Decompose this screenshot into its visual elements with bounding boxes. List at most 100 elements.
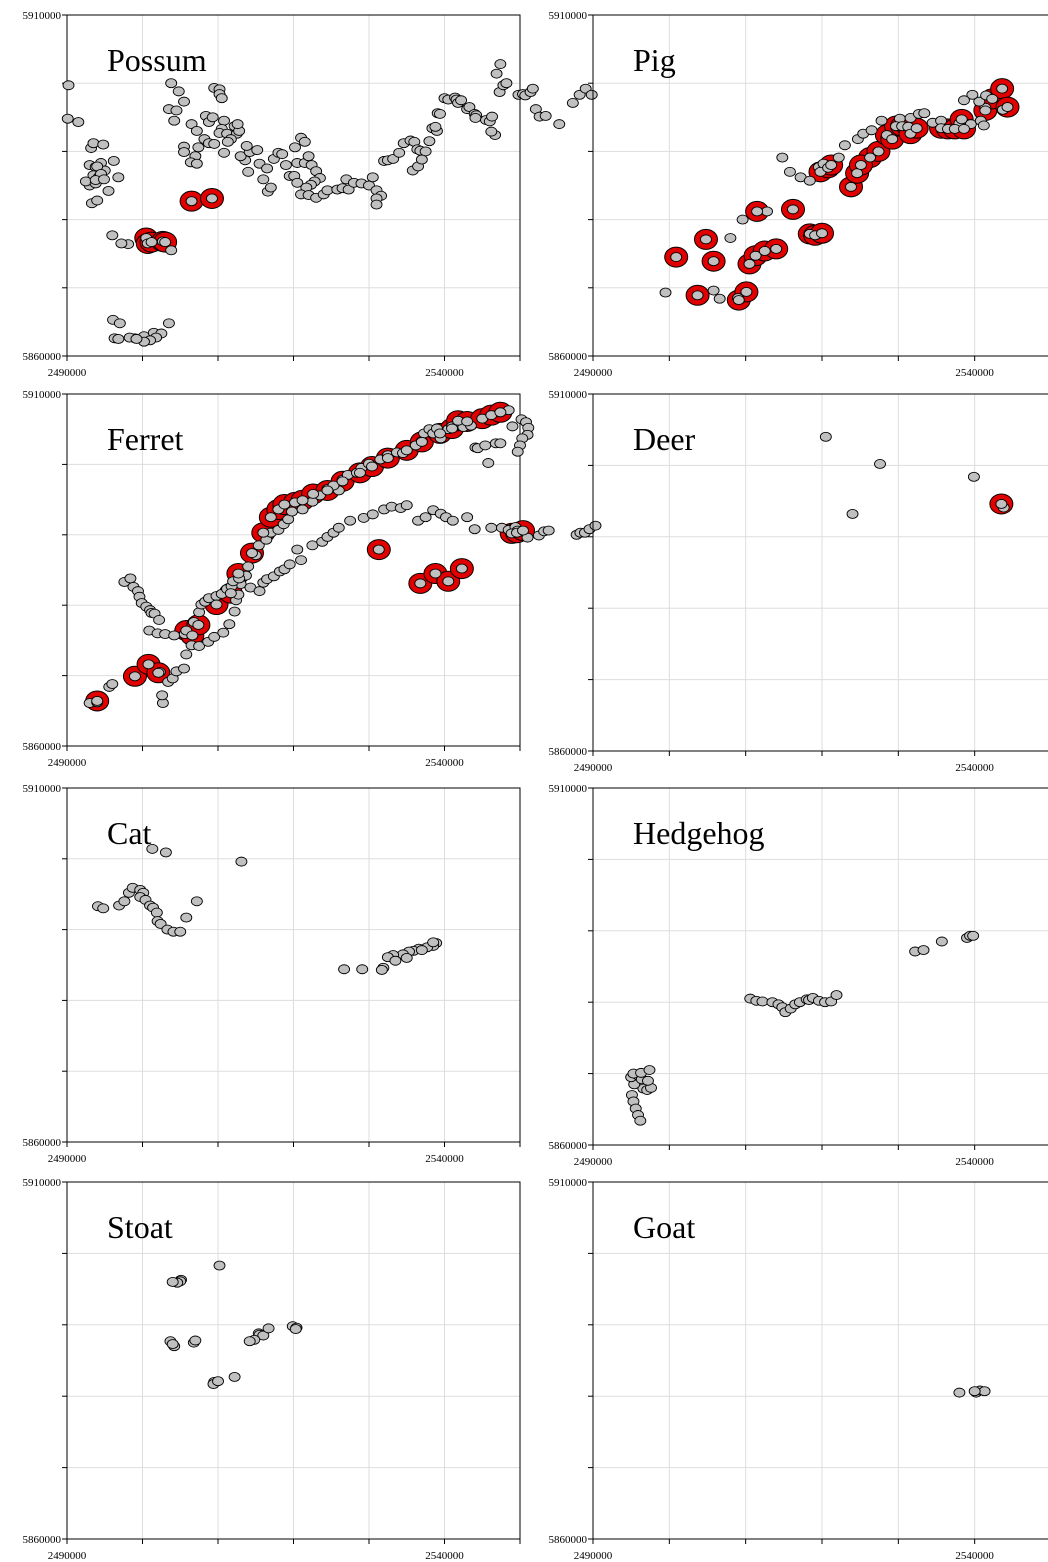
data-point [159,237,172,248]
panel-ferret: 2490000 2540000 5860000 5910000 Ferret [23,389,602,769]
y-tick-label: 5910000 [549,1177,588,1189]
data-point [344,515,357,526]
data-point [381,453,394,464]
data-point [874,459,886,469]
panel-stoat: 2490000 2540000 5860000 5910000 Stoat [23,1177,521,1562]
data-point [321,485,334,496]
data-point [234,151,247,162]
data-point [321,185,334,196]
data-point [72,117,85,128]
data-point [97,139,110,150]
data-point [193,641,206,651]
data-point [291,544,304,555]
data-point [231,119,244,130]
panel-title: Deer [633,421,696,457]
data-point [446,515,459,526]
y-tick-label: 5860000 [549,1534,588,1546]
x-tick-label: 2540000 [425,1550,464,1562]
data-point [427,937,440,948]
data-point [434,108,446,119]
panel-goat: 2490000 2540000 5860000 5910000 Goat [549,1177,1048,1562]
data-point [150,907,163,918]
data-point [366,172,379,183]
data-point [865,125,878,136]
data-point [228,1371,241,1382]
data-point [700,234,712,245]
data-point [787,204,799,215]
data-point [264,512,277,523]
data-point [190,896,203,907]
data-point [713,293,726,304]
data-point [485,522,498,533]
data-point [526,83,539,94]
data-point [302,151,315,162]
data-point [670,252,683,263]
data-point [102,186,115,196]
data-point [455,563,468,574]
x-tick-label: 2540000 [425,757,464,769]
data-point [400,500,413,511]
data-point [832,152,845,163]
y-tick-label: 5910000 [549,10,588,22]
data-point [165,78,178,89]
data-point [206,193,218,204]
x-tick-label: 2490000 [48,1550,87,1562]
y-tick-label: 5860000 [549,1140,588,1152]
data-point [585,89,598,100]
data-point [756,996,769,1007]
data-point [215,93,228,104]
data-point [115,238,128,249]
data-point [162,318,175,329]
data-point [838,140,851,151]
data-point [468,524,481,535]
data-point [783,166,796,177]
data-point [872,146,885,157]
data-point [419,146,432,157]
data-point [854,160,867,170]
data-point [494,438,507,449]
x-tick-label: 2490000 [48,367,87,379]
data-point [455,95,468,106]
data-point [967,930,980,941]
y-tick-label: 5910000 [23,1177,62,1189]
data-point [979,105,992,116]
x-tick-label: 2490000 [574,762,613,774]
data-point [98,174,110,185]
data-point [414,578,427,589]
x-tick-label: 2540000 [955,1550,994,1562]
data-point [996,83,1009,94]
data-point [180,912,193,923]
data-point [218,147,230,158]
data-point [589,520,602,531]
data-point [189,1335,202,1346]
data-point [174,926,187,937]
data-point [978,1386,991,1397]
data-point [296,495,309,506]
data-point [208,631,221,642]
data-point [246,548,258,559]
data-point [240,140,253,151]
data-point [803,175,816,186]
x-tick-label: 2490000 [574,1156,613,1168]
y-tick-label: 5860000 [23,1534,62,1546]
data-point [342,184,355,195]
data-point [142,659,155,670]
data-point [257,174,270,185]
y-tick-label: 5910000 [549,783,588,795]
data-point [178,147,190,158]
data-point [500,78,513,89]
data-point [190,158,203,169]
data-point [819,431,832,442]
data-point [210,599,223,610]
data-point [494,407,507,418]
panel-cat: 2490000 2540000 5860000 5910000 Cat [23,783,521,1165]
data-point [112,172,125,183]
data-point [845,181,857,192]
data-point [446,423,458,434]
data-point [242,166,255,177]
y-tick-label: 5860000 [23,351,62,363]
data-point [186,630,199,641]
data-point [423,136,436,147]
data-point [307,489,320,499]
data-point [168,115,181,126]
